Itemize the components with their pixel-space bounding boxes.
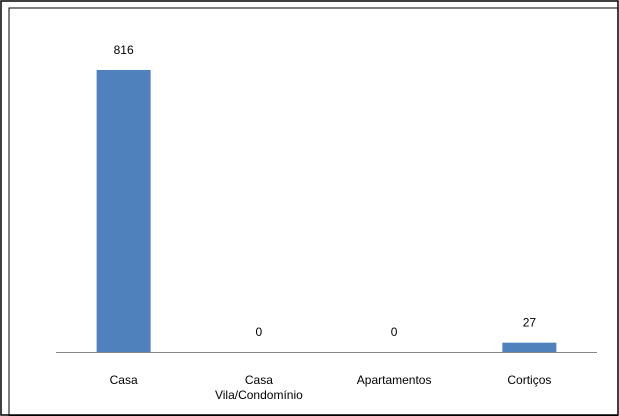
data-labels-layer: 816 0 0 27: [114, 43, 537, 339]
category-labels-layer: Casa Casa Vila/Condomínio Apartamentos Corti…: [110, 373, 552, 402]
data-label-0: 816: [114, 43, 134, 57]
data-label-2: 0: [391, 325, 398, 339]
category-label-1: Casa Vila/Condomínio: [215, 373, 303, 402]
bars-layer: [96, 70, 557, 352]
data-label-1: 0: [256, 325, 263, 339]
bar-3: [502, 342, 557, 352]
category-label-3: Cortiços: [507, 373, 551, 387]
bar-0: [96, 70, 151, 352]
plot-frame-border: [8, 7, 619, 416]
category-label-0: Casa: [110, 373, 138, 387]
data-label-3: 27: [523, 316, 537, 330]
category-label-2: Apartamentos: [357, 373, 432, 387]
